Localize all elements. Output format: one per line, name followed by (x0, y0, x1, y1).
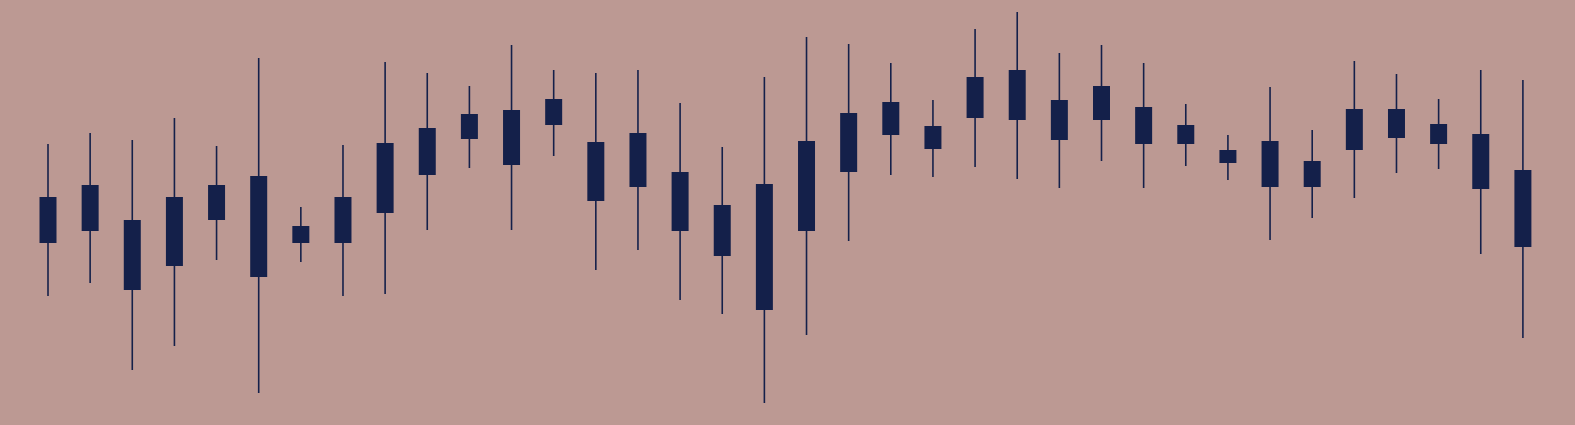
candle-5 (208, 146, 226, 260)
candle-31 (1303, 130, 1321, 218)
candle-14 (587, 73, 605, 270)
candle-body (1135, 107, 1153, 144)
candle-28 (1177, 104, 1195, 166)
candle-36 (1514, 80, 1532, 338)
candle-12 (503, 45, 521, 230)
candle-19 (798, 37, 816, 335)
candle-body (208, 185, 226, 220)
candle-body (1345, 109, 1363, 150)
candle-body (460, 114, 478, 139)
candle-18 (755, 77, 773, 403)
candle-body (1093, 86, 1110, 120)
candle-body (1387, 109, 1405, 138)
candle-body (1303, 161, 1321, 187)
candle-body (292, 226, 310, 243)
candle-body (1261, 141, 1279, 187)
candle-8 (334, 145, 352, 296)
candle-13 (545, 70, 563, 156)
candle-body (587, 142, 605, 201)
candle-11 (460, 86, 478, 168)
candle-3 (123, 140, 141, 370)
candle-22 (924, 100, 942, 177)
candle-body (123, 220, 141, 290)
candle-body (671, 172, 689, 231)
candle-body (755, 184, 773, 310)
candle-body (165, 197, 183, 266)
candle-body (1219, 150, 1237, 163)
candle-27 (1135, 63, 1153, 188)
candle-body (629, 133, 647, 187)
candle-body (250, 176, 268, 277)
candle-body (1008, 70, 1026, 120)
candle-body (924, 126, 942, 149)
candle-body (545, 99, 563, 125)
candle-16 (671, 103, 689, 300)
candle-17 (713, 147, 731, 314)
candle-7 (292, 207, 310, 262)
candle-35 (1472, 70, 1490, 254)
candle-body (882, 102, 900, 135)
candle-32 (1345, 61, 1363, 198)
candle-23 (966, 29, 984, 167)
candle-body (1472, 134, 1490, 189)
candle-body (840, 113, 858, 172)
candle-body (418, 128, 436, 175)
candle-26 (1093, 45, 1110, 161)
candle-body (713, 205, 731, 256)
candle-body (39, 197, 57, 243)
candle-1 (39, 144, 57, 296)
candle-body (1514, 170, 1532, 247)
candle-25 (1050, 53, 1068, 188)
candle-body (1177, 125, 1195, 144)
candle-20 (840, 44, 858, 241)
candle-body (798, 141, 816, 231)
candle-15 (629, 70, 647, 250)
candle-body (503, 110, 521, 165)
candle-body (966, 77, 984, 118)
candle-33 (1387, 74, 1405, 173)
candle-body (1430, 124, 1448, 144)
candle-body (376, 143, 394, 213)
candle-body (334, 197, 352, 243)
candle-21 (882, 63, 900, 175)
candle-34 (1430, 99, 1448, 169)
candle-24 (1008, 12, 1026, 179)
candle-2 (81, 133, 99, 283)
candle-29 (1219, 135, 1237, 180)
candle-10 (418, 73, 436, 230)
candle-9 (376, 62, 394, 294)
candle-body (1050, 100, 1068, 140)
candle-6 (250, 58, 268, 393)
candle-4 (165, 118, 183, 346)
candle-body (81, 185, 99, 231)
candle-30 (1261, 87, 1279, 240)
